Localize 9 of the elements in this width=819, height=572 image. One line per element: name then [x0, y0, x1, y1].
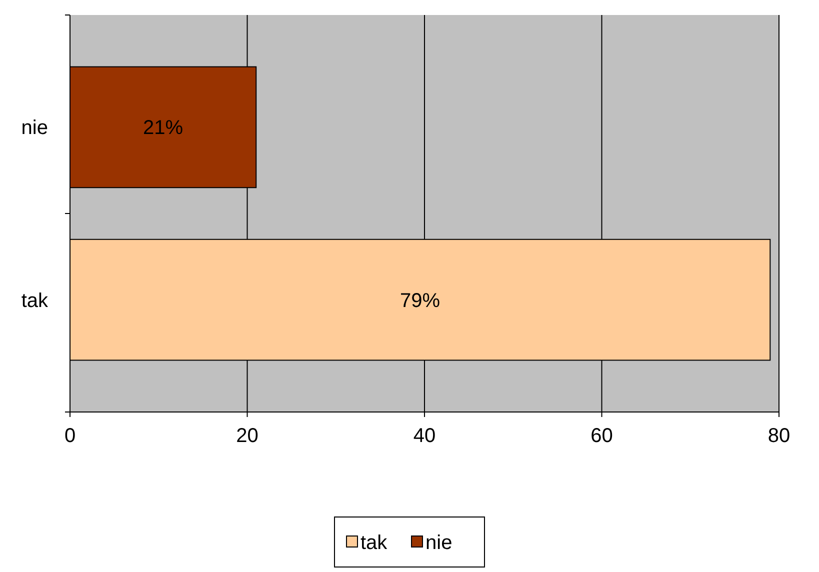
legend-label: tak: [360, 532, 388, 554]
x-tick-label: 40: [413, 425, 436, 447]
data-label: 79%: [400, 290, 440, 312]
x-tick-label: 60: [590, 425, 613, 447]
legend-label: nie: [426, 532, 452, 554]
x-tick-label: 80: [768, 425, 790, 447]
data-label: 21%: [143, 117, 184, 140]
x-tick-label: 20: [236, 425, 258, 447]
x-tick-label: 0: [64, 425, 76, 447]
